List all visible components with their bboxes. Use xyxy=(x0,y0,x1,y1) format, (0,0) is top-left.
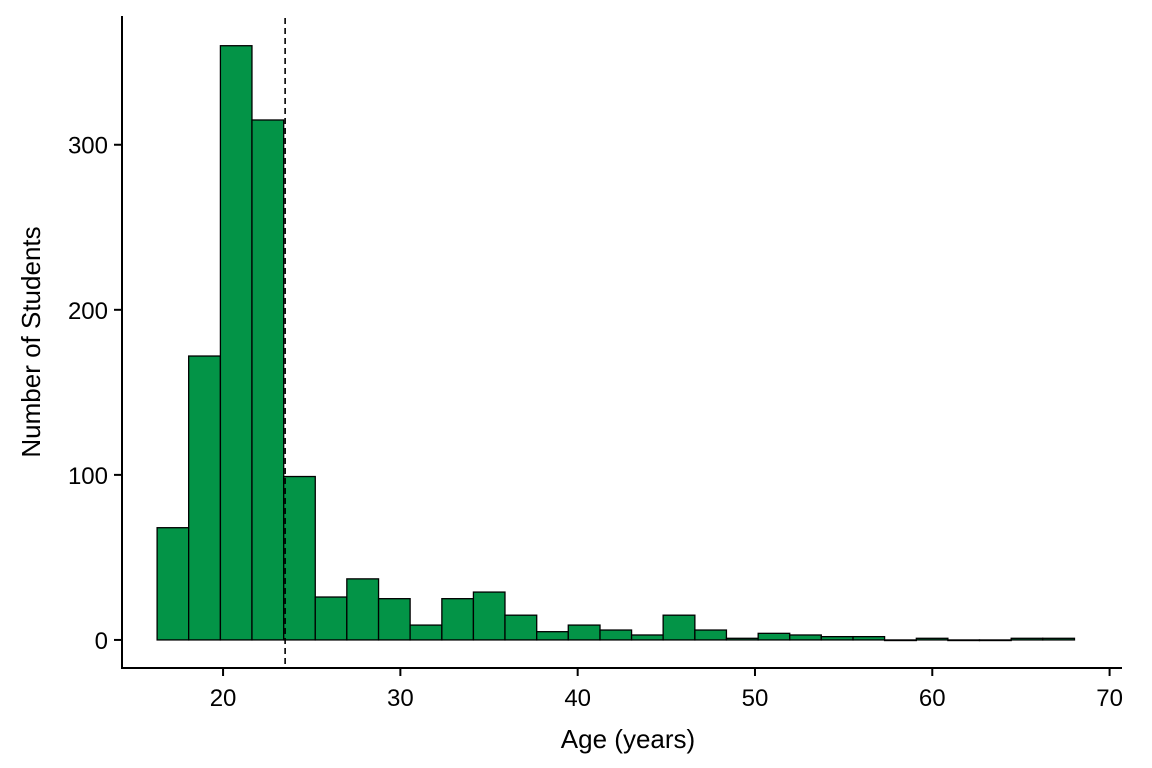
histogram-bar-19 xyxy=(757,632,791,641)
histogram-bar-27 xyxy=(1010,637,1044,641)
x-tick-label: 40 xyxy=(564,685,591,712)
y-tick-label: 100 xyxy=(68,463,108,490)
histogram-bar-1 xyxy=(188,355,222,641)
histogram-bar-23 xyxy=(883,639,917,642)
x-axis-ticks: 20 30 40 50 60 70 xyxy=(210,668,1123,712)
histogram-bar-3 xyxy=(251,119,285,641)
x-axis-title: Age (years) xyxy=(561,724,695,754)
y-tick-label: 300 xyxy=(68,133,108,160)
histogram-bar-12 xyxy=(536,631,569,641)
x-tick-label: 30 xyxy=(387,685,414,712)
histogram-bar-24 xyxy=(915,637,949,641)
x-tick-label: 50 xyxy=(742,685,769,712)
histogram-bar-11 xyxy=(504,614,538,641)
histogram-bar-20 xyxy=(789,634,822,641)
y-tick-label: 0 xyxy=(95,628,108,655)
histogram-bar-21 xyxy=(820,635,854,641)
histogram-bar-25 xyxy=(947,639,981,642)
x-tick-label: 70 xyxy=(1096,685,1123,712)
histogram-bar-4 xyxy=(283,475,316,641)
y-axis-ticks: 0 100 200 300 xyxy=(68,133,122,655)
histogram-bar-9 xyxy=(441,598,475,641)
histogram-bar-16 xyxy=(662,614,696,641)
x-tick-label: 20 xyxy=(210,685,237,712)
histogram-bar-6 xyxy=(346,578,380,641)
y-tick-label: 200 xyxy=(68,298,108,325)
histogram-bar-17 xyxy=(694,629,728,641)
histogram-bar-13 xyxy=(567,624,601,641)
histogram-bar-0 xyxy=(156,527,190,641)
histogram-bar-10 xyxy=(472,591,506,641)
histogram-bar-2 xyxy=(219,45,253,641)
histogram-bar-28 xyxy=(1042,637,1076,641)
x-tick-label: 60 xyxy=(919,685,946,712)
histogram-bar-15 xyxy=(630,634,664,641)
histogram-bars xyxy=(156,45,1076,642)
y-axis-title: Number of Students xyxy=(16,226,46,457)
histogram-bar-5 xyxy=(314,596,348,641)
histogram-bar-18 xyxy=(725,637,759,641)
histogram-bar-26 xyxy=(978,639,1012,642)
histogram-bar-14 xyxy=(599,629,633,641)
histogram-bar-7 xyxy=(377,598,411,641)
histogram-bar-8 xyxy=(409,624,443,641)
histogram-bar-22 xyxy=(852,635,886,641)
